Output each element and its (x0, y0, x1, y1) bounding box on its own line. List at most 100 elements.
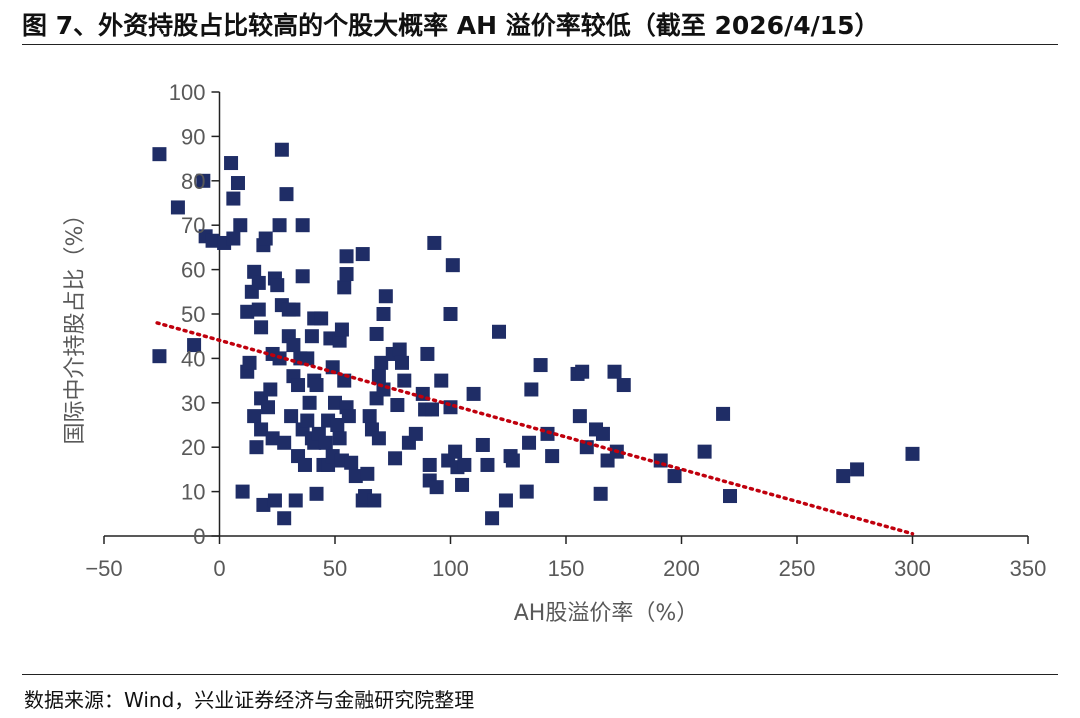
trendline (155, 321, 915, 536)
data-point (339, 249, 354, 264)
data-point (519, 484, 534, 499)
data-point (533, 358, 548, 373)
data-point (369, 326, 384, 341)
y-tick-label: 0 (193, 524, 205, 549)
x-tick-label: 50 (323, 556, 347, 581)
data-point (371, 369, 386, 384)
y-tick-label: 50 (181, 302, 205, 327)
data-point (425, 402, 440, 417)
data-point (235, 484, 250, 499)
data-point (328, 395, 342, 410)
data-point (427, 235, 442, 250)
data-point (667, 469, 682, 484)
data-point (360, 466, 375, 481)
data-point (593, 486, 608, 501)
data-point (256, 497, 271, 512)
data-point (522, 435, 537, 450)
data-point (344, 455, 359, 470)
x-tick-label: 300 (894, 556, 931, 581)
y-tick-label: 80 (181, 169, 205, 194)
data-point (397, 373, 412, 388)
data-point (152, 349, 167, 364)
data-point (309, 486, 324, 501)
scatter-points (152, 142, 920, 526)
data-point (230, 176, 245, 191)
data-point (371, 431, 386, 446)
y-tick-label: 20 (181, 435, 205, 460)
x-tick-label: 350 (1010, 556, 1047, 581)
data-point (247, 409, 262, 424)
data-point (697, 444, 712, 459)
data-point (905, 446, 920, 461)
data-point (505, 453, 520, 468)
data-point (355, 247, 370, 262)
data-point (261, 400, 276, 415)
x-tick-label: 150 (548, 556, 585, 581)
data-point (309, 378, 324, 393)
data-point (341, 409, 356, 424)
x-tick-label: 250 (779, 556, 816, 581)
data-point (575, 364, 590, 379)
data-point (196, 173, 211, 188)
data-point (572, 409, 587, 424)
data-point (226, 231, 241, 246)
data-point (314, 311, 329, 326)
data-point (420, 346, 435, 361)
data-point (716, 406, 731, 421)
data-point (498, 493, 513, 508)
data-point (616, 378, 631, 393)
data-point (480, 457, 495, 472)
y-tick-label: 40 (181, 346, 205, 371)
chart-axes (103, 91, 1029, 544)
x-tick-label: −50 (85, 556, 122, 581)
data-point (485, 511, 500, 526)
data-point (265, 431, 280, 446)
data-point (334, 322, 349, 337)
data-point (475, 437, 490, 452)
data-point (434, 373, 449, 388)
data-point (330, 418, 345, 432)
data-point (408, 426, 423, 441)
x-tick-label: 100 (432, 556, 469, 581)
x-tick-label: 0 (213, 556, 225, 581)
scatter-chart: −50 0 50 100 150 200 250 300 350 0 10 20 30 40 50 60 70 8… (63, 80, 1046, 626)
data-point (226, 191, 241, 206)
data-point (295, 218, 310, 233)
data-point (284, 409, 299, 424)
data-point (723, 489, 738, 504)
y-tick-label: 10 (181, 480, 205, 505)
data-point (249, 440, 264, 455)
data-point (850, 462, 865, 477)
data-point (422, 457, 437, 472)
figure-title: 图 7、外资持股占比较高的个股大概率 AH 溢价率较低（截至 2026/4/15… (22, 11, 880, 40)
data-point (152, 147, 167, 162)
x-axis-title: AH股溢价率（%） (514, 601, 699, 626)
data-point (394, 355, 409, 370)
data-point (279, 187, 294, 202)
data-point (607, 364, 622, 379)
data-point (205, 233, 220, 248)
data-point (348, 469, 363, 484)
data-point (332, 431, 347, 446)
data-point (277, 511, 292, 526)
y-tick-label: 30 (181, 391, 205, 416)
data-point (445, 258, 460, 273)
data-point (187, 338, 202, 353)
data-point (302, 395, 317, 410)
data-point (247, 264, 262, 279)
data-point (332, 333, 347, 348)
y-axis-title: 国际中介持股占比（%） (63, 204, 88, 445)
data-point (272, 218, 287, 233)
data-point (595, 426, 610, 441)
axis-labels: −50 0 50 100 150 200 250 300 350 0 10 20 30 40 50 60 70 8… (63, 80, 1046, 626)
data-point (545, 449, 560, 464)
data-point (291, 378, 306, 393)
data-point (300, 351, 315, 366)
data-point (286, 302, 301, 317)
data-point (254, 320, 269, 335)
data-point (492, 324, 507, 339)
data-point (304, 329, 319, 344)
data-point (270, 278, 285, 293)
y-tick-label: 70 (181, 213, 205, 238)
data-point (376, 307, 391, 321)
